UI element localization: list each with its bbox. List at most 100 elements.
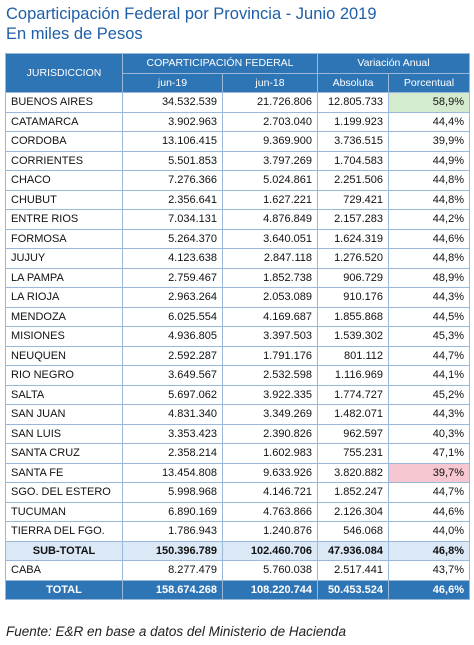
cell: 2.251.506 [317, 170, 389, 191]
cell: 1.791.176 [222, 345, 318, 366]
cell: 5.024.861 [222, 170, 318, 191]
cell: 44,5% [388, 306, 470, 327]
cell: 4.876.849 [222, 209, 318, 230]
cell: 6.025.554 [122, 306, 223, 327]
table-row: SAN JUAN 4.831.340 3.349.269 1.482.071 44,3% [5, 404, 470, 425]
cell: 44,0% [388, 521, 470, 542]
cell: 9.633.926 [222, 462, 318, 483]
cell: 1.602.983 [222, 443, 318, 464]
cell: 44,8% [388, 248, 470, 269]
table-row: LA PAMPA 2.759.467 1.852.738 906.729 48,9% [5, 267, 470, 288]
cell: 4.146.721 [222, 482, 318, 503]
cell: 44,7% [388, 345, 470, 366]
cell: 2.157.283 [317, 209, 389, 230]
header-row: jun-19 jun-18 Absoluta Porcentual [6, 72, 470, 93]
cell: 46,8% [388, 540, 470, 561]
cell: 4.831.340 [122, 404, 223, 425]
cell: 4.763.866 [222, 501, 318, 522]
title: Coparticipación Federal por Provincia - … [6, 4, 377, 44]
cell: 44,6% [388, 501, 470, 522]
cell: 729.421 [317, 189, 389, 210]
table-row: CORRIENTES 5.501.853 3.797.269 1.704.583 44,… [5, 150, 470, 171]
table-row: SALTA 5.697.062 3.922.335 1.774.727 45,2% [5, 384, 470, 405]
cell: 1.855.868 [317, 306, 389, 327]
cell: 546.068 [317, 521, 389, 542]
row-label: MENDOZA [5, 306, 123, 327]
cell: 4.123.638 [122, 248, 223, 269]
cell: 44,3% [388, 404, 470, 425]
cell: 44,4% [388, 111, 470, 132]
table-row: TIERRA DEL FGO. 1.786.943 1.240.876 546.068… [5, 521, 470, 542]
cell: 5.697.062 [122, 384, 223, 405]
header-row: JURISDICCION COPARTICIPACIÓN FEDERAL Var… [5, 53, 470, 93]
cell: 12.805.733 [317, 92, 389, 113]
row-label: CABA [5, 560, 123, 581]
cell: 44,2% [388, 209, 470, 230]
row-label: CHACO [5, 170, 123, 191]
cell: 3.797.269 [222, 150, 318, 171]
cell: 45,2% [388, 384, 470, 405]
cell: 962.597 [317, 423, 389, 444]
header-cell: Porcentual [388, 72, 470, 93]
cell: 1.482.071 [317, 404, 389, 425]
cell: 1.240.876 [222, 521, 318, 542]
cell: 47,1% [388, 443, 470, 464]
cell: 44,1% [388, 365, 470, 386]
cell: 1.704.583 [317, 150, 389, 171]
cell: 13.454.808 [122, 462, 223, 483]
table-row: LA RIOJA 2.963.264 2.053.089 910.176 44,3% [5, 287, 470, 308]
row-label: SAN JUAN [5, 404, 123, 425]
table-row: SANTA FE 13.454.808 9.633.926 3.820.882 39,7… [5, 462, 470, 483]
row-label: SUB-TOTAL [5, 540, 123, 561]
row-label: FORMOSA [5, 228, 123, 249]
cell: 1.786.943 [122, 521, 223, 542]
table-body: BUENOS AIRES 34.532.539 21.726.806 12.805.7… [5, 92, 470, 600]
cell: 3.349.269 [222, 404, 318, 425]
coparticipation-table: JURISDICCION COPARTICIPACIÓN FEDERAL Var… [5, 53, 470, 600]
cell: 108.220.744 [222, 579, 318, 600]
table-row: ENTRE RIOS 7.034.131 4.876.849 2.157.283 44,… [5, 209, 470, 230]
cell: 3.353.423 [122, 423, 223, 444]
cell: 44,3% [388, 287, 470, 308]
row-label: LA PAMPA [5, 267, 123, 288]
table-row: TOTAL 158.674.268 108.220.744 50.453.524 46,… [5, 579, 470, 600]
cell: 2.592.287 [122, 345, 223, 366]
cell: 8.277.479 [122, 560, 223, 581]
row-label: TOTAL [5, 579, 123, 600]
cell: 50.453.524 [317, 579, 389, 600]
cell: 48,9% [388, 267, 470, 288]
cell: 2.126.304 [317, 501, 389, 522]
cell: 2.390.826 [222, 423, 318, 444]
row-label: CHUBUT [5, 189, 123, 210]
cell: 9.369.900 [222, 131, 318, 152]
row-label: CORRIENTES [5, 150, 123, 171]
cell: 755.231 [317, 443, 389, 464]
cell: 910.176 [317, 287, 389, 308]
table-row: MISIONES 4.936.805 3.397.503 1.539.302 45,3% [5, 326, 470, 347]
row-label: RIO NEGRO [5, 365, 123, 386]
row-label: JUJUY [5, 248, 123, 269]
row-label: BUENOS AIRES [5, 92, 123, 113]
cell: 44,8% [388, 170, 470, 191]
header-cell: Absoluta [317, 72, 389, 93]
table-row: FORMOSA 5.264.370 3.640.051 1.624.319 44,6% [5, 228, 470, 249]
row-label: ENTRE RIOS [5, 209, 123, 230]
cell: 1.624.319 [317, 228, 389, 249]
cell: 3.397.503 [222, 326, 318, 347]
cell: 1.774.727 [317, 384, 389, 405]
header-cell: jun-19 [122, 72, 223, 93]
cell: 1.539.302 [317, 326, 389, 347]
cell: 3.902.963 [122, 111, 223, 132]
cell: 43,7% [388, 560, 470, 581]
table-row: SAN LUIS 3.353.423 2.390.826 962.597 40,3% [5, 423, 470, 444]
subtitle-line: En miles de Pesos [6, 25, 143, 43]
cell: 47.936.084 [317, 540, 389, 561]
cell: 158.674.268 [122, 579, 223, 600]
cell: 21.726.806 [222, 92, 318, 113]
cell: 2.963.264 [122, 287, 223, 308]
cell: 13.106.415 [122, 131, 223, 152]
row-label: LA RIOJA [5, 287, 123, 308]
cell: 2.053.089 [222, 287, 318, 308]
cell: 46,6% [388, 579, 470, 600]
cell: 906.729 [317, 267, 389, 288]
